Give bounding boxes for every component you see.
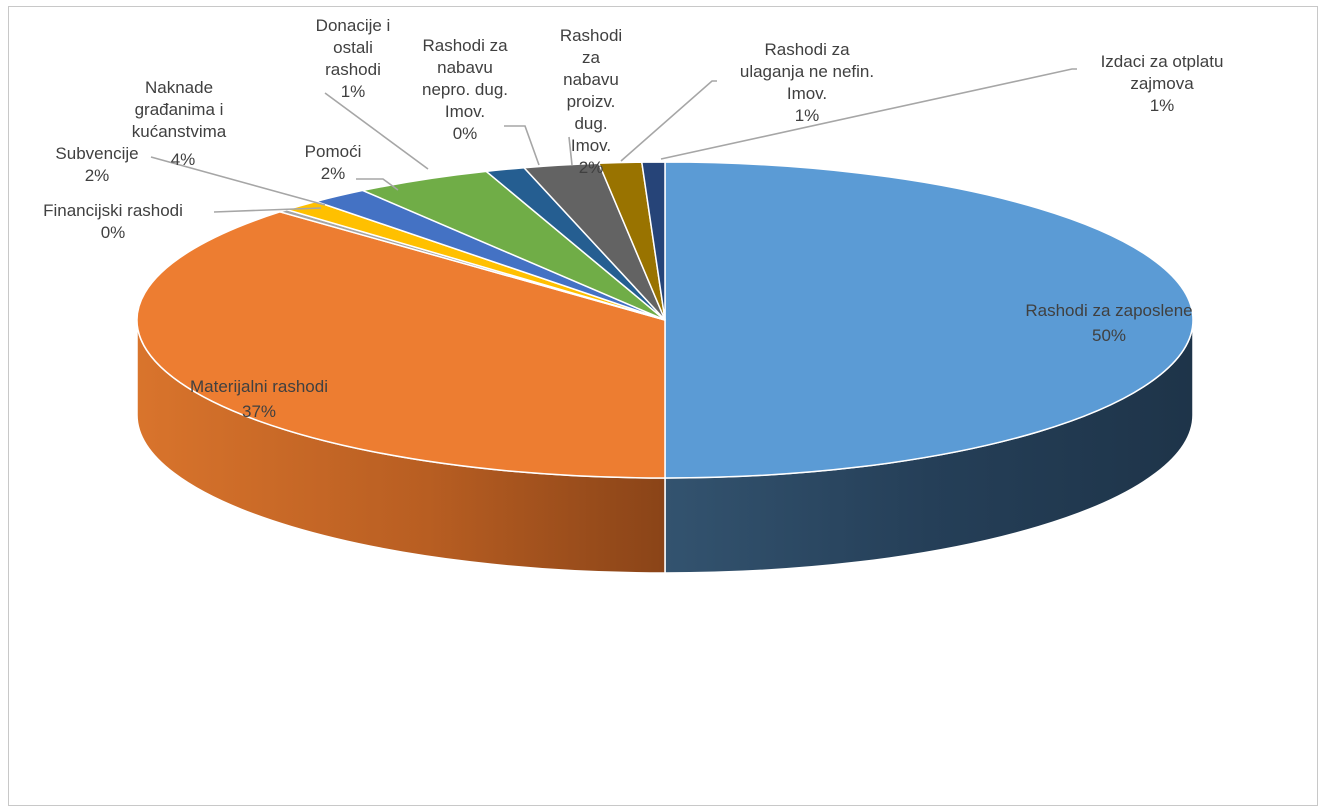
data-label: Rashodi za ulaganja ne nefin. Imov. 1% — [740, 40, 874, 125]
data-label: Subvencije 2% — [55, 144, 138, 185]
data-label: Rashodi za nabavu proizv. dug. Imov. 2% — [560, 26, 622, 177]
leader-line — [568, 136, 573, 166]
leader-line — [356, 178, 399, 191]
pie-slice — [664, 161, 1194, 479]
data-label: 4% — [171, 150, 196, 169]
data-label: Pomoći 2% — [305, 142, 362, 183]
chart-frame: Rashodi za zaposlene 50% Materijalni rasho… — [8, 6, 1318, 806]
leader-line — [504, 125, 540, 166]
leader-line — [660, 68, 1077, 160]
leader-line — [620, 80, 717, 162]
leader-line — [213, 207, 322, 213]
data-label: Rashodi za zaposlene 50% — [1025, 301, 1192, 345]
data-label: Naknade građanima i kućanstvima — [132, 78, 227, 141]
data-label: Donacije i ostali rashodi 1% — [316, 16, 391, 101]
pie-slice — [640, 161, 666, 321]
leader-line — [324, 92, 429, 170]
pie-slice — [136, 211, 666, 479]
data-label: Rashodi za nabavu nepro. dug. Imov. 0% — [422, 36, 508, 143]
data-label: Izdaci za otplatu zajmova 1% — [1101, 52, 1224, 115]
pie-slices — [136, 161, 1194, 479]
leader-lines — [150, 68, 1077, 213]
data-label: Materijalni rashodi 37% — [190, 377, 328, 421]
data-labels: Rashodi za zaposlene 50% Materijalni rasho… — [43, 16, 1223, 421]
pie-chart: Rashodi za zaposlene 50% Materijalni rasho… — [43, 16, 1223, 574]
leader-line — [150, 156, 326, 206]
data-label: Financijski rashodi 0% — [43, 201, 183, 242]
